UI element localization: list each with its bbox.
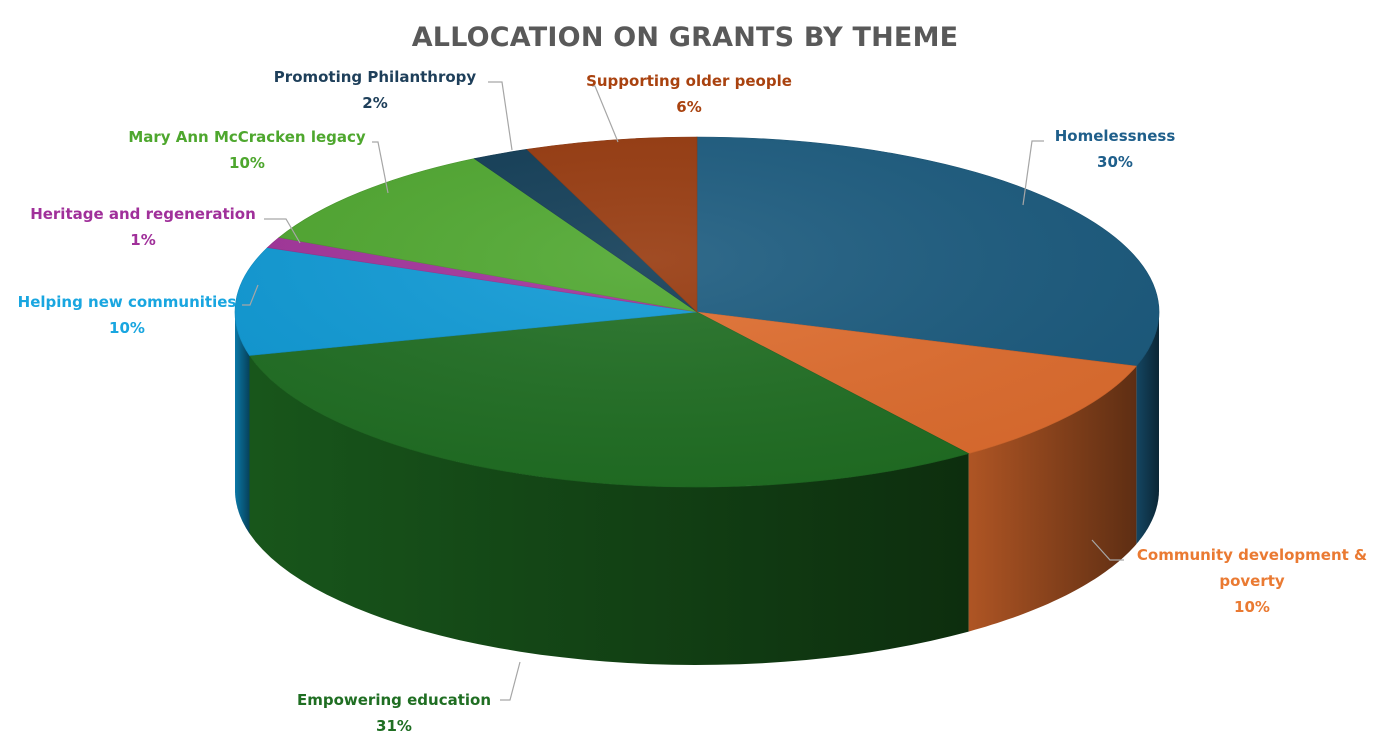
slice-value-label: 2% xyxy=(362,94,387,112)
label-promoting-philanthropy: Promoting Philanthropy 2% xyxy=(274,68,477,112)
slice-side-community-development-and-poverty xyxy=(968,366,1137,632)
label-heritage-and-regeneration: Heritage and regeneration 1% xyxy=(30,205,256,249)
slice-name-label: Mary Ann McCracken legacy xyxy=(128,128,366,146)
label-homelessness: Homelessness 30% xyxy=(1055,127,1176,171)
leader-mary-ann-mccracken-legacy xyxy=(372,141,389,194)
leader-community-development-and-poverty xyxy=(1091,539,1124,561)
leader-lines xyxy=(242,81,1124,701)
slice-side-helping-new-communities xyxy=(235,312,250,534)
leader-promoting-philanthropy xyxy=(488,81,513,151)
leader-helping-new-communities xyxy=(242,284,259,306)
slice-name-label: Supporting older people xyxy=(586,72,792,90)
leader-supporting-older-people xyxy=(592,85,619,143)
slice-name-label: Empowering education xyxy=(297,691,491,709)
slice-side-homelessness xyxy=(1136,312,1159,545)
slice-name-label: Community development & xyxy=(1137,546,1367,564)
slice-value-label: 31% xyxy=(376,717,412,735)
slice-name-label: Promoting Philanthropy xyxy=(274,68,477,86)
slice-value-label: 10% xyxy=(109,319,145,337)
slice-name-label: poverty xyxy=(1219,572,1285,590)
slice-name-label: Heritage and regeneration xyxy=(30,205,256,223)
label-empowering-education: Empowering education 31% xyxy=(297,691,491,735)
pie-top-shine xyxy=(235,137,1159,487)
pie-sides xyxy=(235,312,1159,665)
label-mary-ann-mccracken-legacy: Mary Ann McCracken legacy 10% xyxy=(128,128,366,172)
slice-value-label: 1% xyxy=(130,231,155,249)
leader-homelessness xyxy=(1022,140,1044,206)
slice-labels: Homelessness 30% Community development & po… xyxy=(18,68,1367,735)
slice-side-empowering-education xyxy=(249,355,969,665)
slice-value-label: 10% xyxy=(229,154,265,172)
label-supporting-older-people: Supporting older people 6% xyxy=(586,72,792,116)
chart-title: ALLOCATION ON GRANTS BY THEME xyxy=(412,22,959,53)
slice-value-label: 6% xyxy=(676,98,701,116)
slice-value-label: 30% xyxy=(1097,153,1133,171)
leader-empowering-education xyxy=(500,661,521,701)
slice-name-label: Helping new communities xyxy=(18,293,237,311)
slice-value-label: 10% xyxy=(1234,598,1270,616)
leader-heritage-and-regeneration xyxy=(264,218,301,244)
slice-name-label: Homelessness xyxy=(1055,127,1176,145)
label-community-development-and-poverty: Community development & poverty 10% xyxy=(1137,546,1367,616)
label-helping-new-communities: Helping new communities 10% xyxy=(18,293,237,337)
pie-tops xyxy=(234,136,1160,488)
